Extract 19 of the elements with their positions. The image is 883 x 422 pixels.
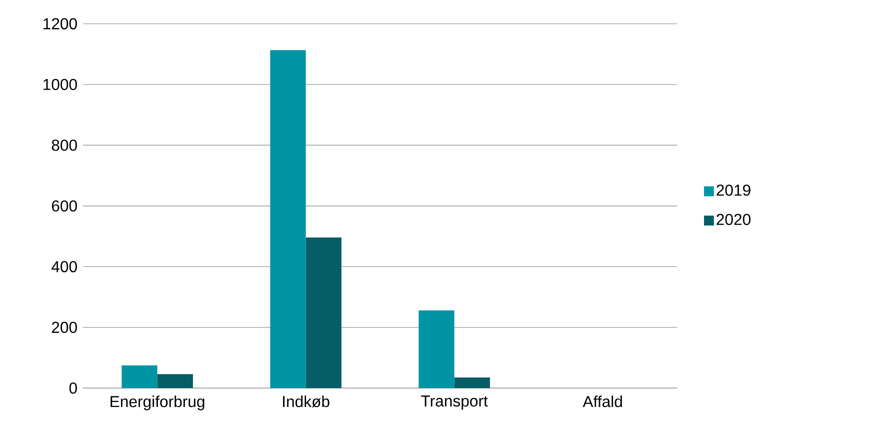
bar — [306, 238, 342, 388]
bar — [122, 365, 158, 388]
x-tick-label: Energiforbrug — [110, 396, 204, 410]
legend-label: 2019 — [716, 184, 750, 196]
legend-label: 2020 — [716, 214, 750, 226]
y-tick-label: 400 — [52, 261, 77, 272]
x-tick-label: Indkøb — [283, 396, 330, 408]
y-tick-label: 600 — [52, 200, 77, 212]
bar — [270, 50, 306, 388]
y-tick-label: 200 — [52, 322, 77, 334]
bar — [418, 310, 454, 388]
bar — [157, 374, 193, 388]
bar — [454, 378, 490, 388]
y-tick-label: 1000 — [44, 79, 77, 90]
y-tick-label: 1200 — [44, 18, 77, 30]
y-tick-label: 800 — [52, 140, 77, 151]
x-tick-label: Transport — [421, 396, 488, 410]
x-tick-label: Affald — [582, 396, 622, 408]
y-tick-label: 0 — [69, 382, 77, 394]
